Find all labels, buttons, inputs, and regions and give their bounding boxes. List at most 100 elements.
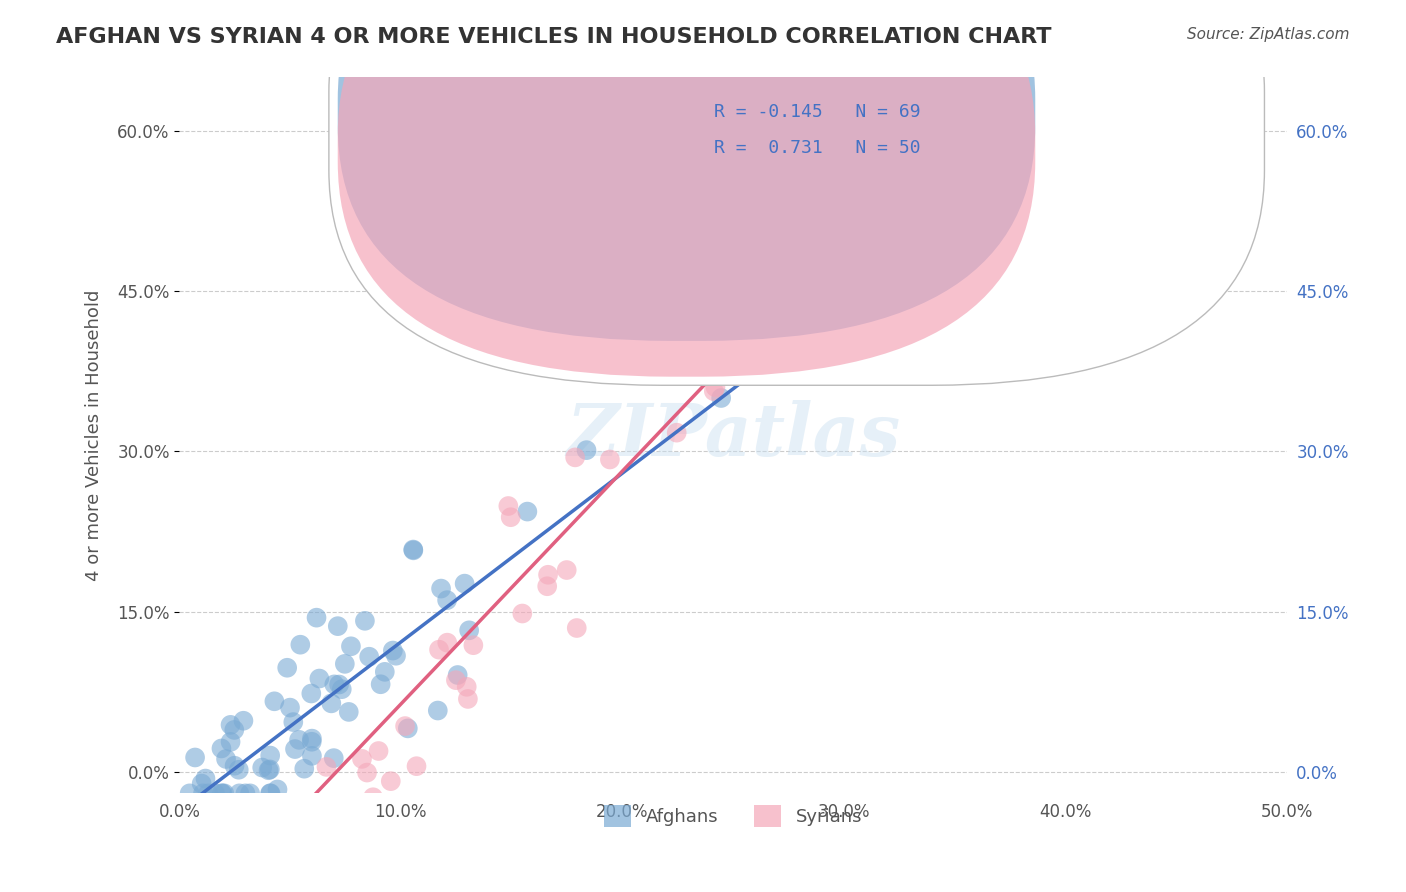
Afghans: [184, 750, 207, 764]
Afghans: [204, 786, 226, 800]
Afghans: [374, 665, 396, 679]
Syrians: [361, 790, 384, 805]
Syrians: [356, 765, 378, 780]
Syrians: [564, 450, 586, 465]
Afghans: [228, 786, 250, 800]
Syrians: [640, 364, 662, 378]
Afghans: [259, 748, 281, 763]
Afghans: [232, 714, 254, 728]
Syrians: [537, 567, 560, 582]
Syrians: [510, 607, 533, 621]
Syrians: [498, 499, 520, 513]
Syrians: [599, 452, 621, 467]
Syrians: [304, 818, 326, 832]
Text: AFGHAN VS SYRIAN 4 OR MORE VEHICLES IN HOUSEHOLD CORRELATION CHART: AFGHAN VS SYRIAN 4 OR MORE VEHICLES IN H…: [56, 27, 1052, 46]
Afghans: [430, 582, 453, 596]
Syrians: [704, 380, 727, 394]
Afghans: [301, 748, 323, 763]
Syrians: [444, 673, 467, 688]
Afghans: [278, 700, 301, 714]
Afghans: [292, 762, 315, 776]
Syrians: [229, 818, 252, 832]
Afghans: [575, 443, 598, 458]
Afghans: [266, 782, 288, 797]
Syrians: [405, 759, 427, 773]
Afghans: [250, 760, 273, 774]
Afghans: [191, 786, 214, 800]
Afghans: [284, 742, 307, 756]
Afghans: [328, 677, 350, 691]
Syrians: [304, 812, 326, 826]
Syrians: [380, 774, 402, 789]
Syrians: [217, 818, 239, 832]
Afghans: [385, 648, 408, 663]
Text: ZIPatlas: ZIPatlas: [567, 400, 900, 471]
Afghans: [516, 505, 538, 519]
Syrians: [763, 262, 786, 277]
Afghans: [301, 731, 323, 746]
Syrians: [299, 818, 322, 832]
Afghans: [224, 758, 246, 772]
Afghans: [458, 624, 481, 638]
Syrians: [457, 692, 479, 706]
Afghans: [326, 619, 349, 633]
Syrians: [315, 760, 337, 774]
Afghans: [453, 576, 475, 591]
Text: R =  0.731   N = 50: R = 0.731 N = 50: [714, 138, 921, 157]
Syrians: [536, 579, 558, 593]
Syrians: [201, 818, 224, 832]
Afghans: [190, 776, 212, 790]
Legend: Afghans, Syrians: Afghans, Syrians: [596, 798, 869, 834]
Afghans: [239, 786, 262, 800]
Syrians: [183, 818, 205, 832]
Syrians: [901, 124, 924, 138]
Afghans: [259, 786, 281, 800]
FancyBboxPatch shape: [329, 0, 1264, 385]
Syrians: [456, 680, 478, 694]
Afghans: [259, 763, 281, 777]
Syrians: [499, 510, 522, 524]
Afghans: [259, 786, 281, 800]
Afghans: [276, 661, 298, 675]
Afghans: [359, 649, 381, 664]
Afghans: [219, 735, 242, 749]
Syrians: [281, 818, 304, 832]
Syrians: [350, 752, 373, 766]
Afghans: [197, 786, 219, 800]
Afghans: [224, 723, 246, 737]
Syrians: [367, 744, 389, 758]
Syrians: [555, 563, 578, 577]
Syrians: [319, 818, 342, 832]
Syrians: [287, 818, 309, 832]
Syrians: [226, 818, 249, 832]
Afghans: [305, 610, 328, 624]
Syrians: [685, 324, 707, 338]
Afghans: [321, 697, 343, 711]
Afghans: [299, 686, 322, 700]
Afghans: [370, 677, 392, 691]
Afghans: [308, 672, 330, 686]
Afghans: [235, 786, 257, 800]
Afghans: [402, 542, 425, 557]
Afghans: [211, 786, 233, 800]
Afghans: [263, 694, 285, 708]
Syrians: [703, 384, 725, 398]
Text: R = -0.145   N = 69: R = -0.145 N = 69: [714, 103, 921, 120]
Afghans: [402, 543, 425, 558]
Syrians: [263, 818, 285, 832]
Afghans: [337, 705, 360, 719]
Afghans: [333, 657, 356, 671]
Syrians: [394, 719, 416, 733]
Afghans: [214, 786, 236, 800]
Syrians: [665, 425, 688, 440]
Afghans: [283, 715, 305, 730]
Syrians: [232, 818, 254, 832]
Afghans: [447, 668, 470, 682]
Afghans: [381, 643, 404, 657]
Afghans: [426, 704, 449, 718]
Afghans: [211, 786, 233, 800]
Afghans: [436, 593, 458, 607]
Afghans: [396, 722, 419, 736]
Afghans: [288, 732, 311, 747]
Afghans: [323, 677, 346, 691]
